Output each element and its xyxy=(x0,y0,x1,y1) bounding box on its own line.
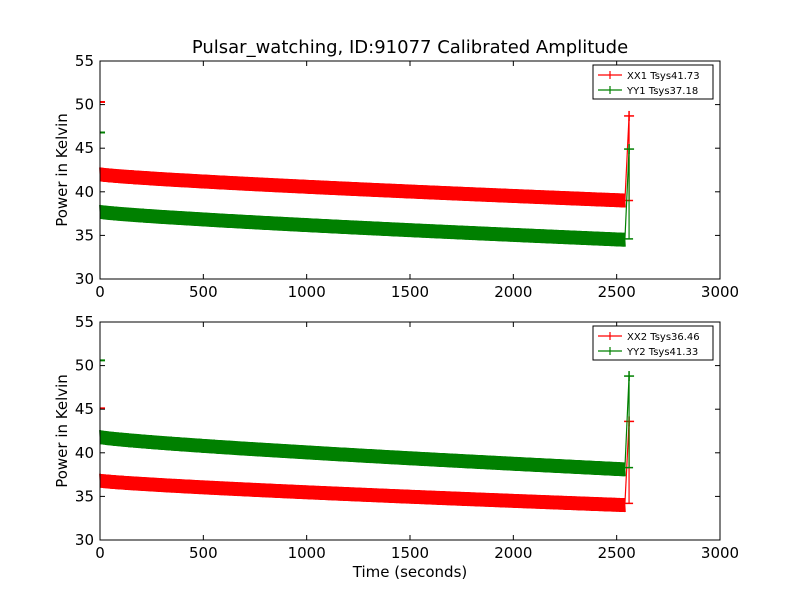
series-yy2 xyxy=(99,359,635,477)
series-xx1 xyxy=(99,100,635,208)
y-tick-label: 45 xyxy=(75,400,94,418)
series-yy1 xyxy=(99,131,635,247)
y-tick-label: 50 xyxy=(75,96,94,114)
x-axis-label: Time (seconds) xyxy=(352,563,468,581)
x-tick-label: 3000 xyxy=(701,283,739,301)
x-tick-label: 1000 xyxy=(288,544,326,562)
y-tick-label: 40 xyxy=(75,183,94,201)
x-tick-label: 2000 xyxy=(494,544,532,562)
figure-title: Pulsar_watching, ID:91077 Calibrated Amp… xyxy=(192,37,628,58)
y-tick-label: 35 xyxy=(75,226,94,244)
y-tick-label: 55 xyxy=(75,313,94,331)
y-tick-label: 30 xyxy=(75,270,94,288)
y-tick-label: 35 xyxy=(75,487,94,505)
y-axis-label: Power in Kelvin xyxy=(53,113,71,227)
end-spike-line xyxy=(624,376,630,468)
legend-entry: XX2 Tsys36.46 xyxy=(627,332,700,343)
legend-entry: XX1 Tsys41.73 xyxy=(627,71,700,82)
end-spike-line xyxy=(624,421,630,504)
y-axis-label: Power in Kelvin xyxy=(53,374,71,488)
x-tick-label: 0 xyxy=(95,283,105,301)
legend-entry: YY2 Tsys41.33 xyxy=(626,347,698,358)
x-tick-label: 500 xyxy=(189,544,218,562)
x-tick-label: 1000 xyxy=(288,283,326,301)
x-tick-label: 2500 xyxy=(598,283,636,301)
chart-panel-top: 0 500 1000 1500 2000 2500 3000 30 35 40 45 50 55 Powe… xyxy=(53,52,739,301)
end-spike-line xyxy=(624,149,630,239)
x-tick-label: 3000 xyxy=(701,544,739,562)
legend-box xyxy=(592,64,714,100)
series-line xyxy=(99,204,626,247)
legend-box xyxy=(592,325,714,361)
series-line xyxy=(99,167,626,208)
legend: XX2 Tsys36.46 YY2 Tsys41.33 xyxy=(592,325,714,361)
series-line xyxy=(99,473,626,513)
series-line xyxy=(99,430,626,477)
x-tick-label: 2500 xyxy=(598,544,636,562)
chart-panel-bottom: 0 500 1000 1500 2000 2500 3000 30 35 40 45 50 55 Powe… xyxy=(53,313,739,581)
x-tick-label: 2000 xyxy=(494,283,532,301)
x-tick-label: 1500 xyxy=(391,544,429,562)
end-spike-line xyxy=(624,115,630,201)
x-tick-label: 0 xyxy=(95,544,105,562)
y-tick-label: 45 xyxy=(75,139,94,157)
legend-entry: YY1 Tsys37.18 xyxy=(626,86,698,97)
y-tick-label: 40 xyxy=(75,444,94,462)
y-tick-label: 50 xyxy=(75,357,94,375)
x-tick-label: 1500 xyxy=(391,283,429,301)
legend: XX1 Tsys41.73 YY1 Tsys37.18 xyxy=(592,64,714,100)
y-tick-label: 55 xyxy=(75,52,94,70)
x-tick-label: 500 xyxy=(189,283,218,301)
y-tick-label: 30 xyxy=(75,531,94,549)
